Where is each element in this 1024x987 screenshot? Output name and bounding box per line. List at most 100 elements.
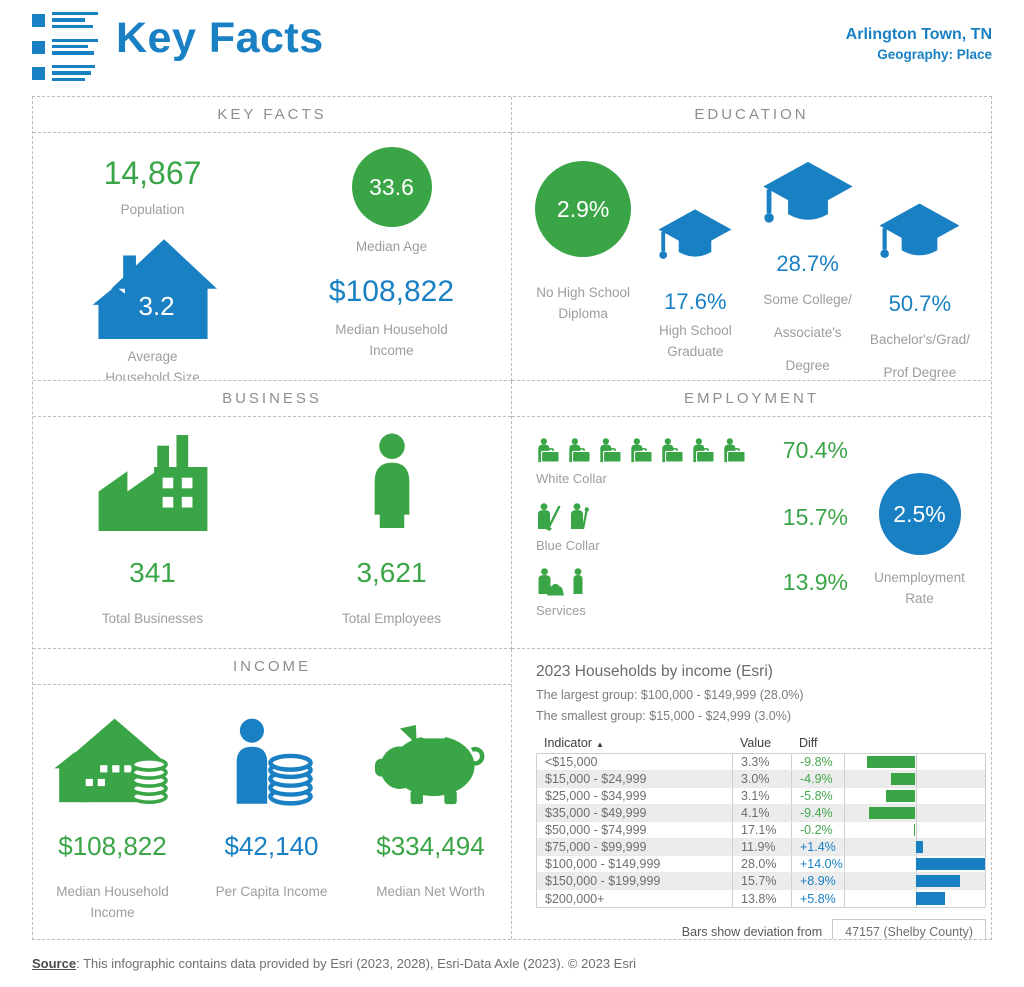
row-diff: +1.4% [791,839,844,855]
smallest-group-note: The smallest group: $15,000 - $24,999 (3… [536,709,792,723]
blue-collar-icon [536,503,562,531]
white-collar-icon [598,438,622,464]
deviation-row: Bars show deviation from 47157 (Shelby C… [536,919,986,939]
table-header: Indicator ▲ Value Diff [536,732,986,753]
panel-title-key-facts: KEY FACTS [33,97,511,133]
education-item-high-school: 17.6% High School Graduate [639,207,751,380]
row-indicator: $35,000 - $49,999 [545,806,647,820]
diff-bar-cell [844,856,985,872]
total-employees-label: Total Employees [341,611,442,626]
panel-education: EDUCATION 2.9% No High School Diploma 17… [512,97,991,381]
panel-employment: EMPLOYMENT 70.4% [512,381,991,649]
row-indicator: $75,000 - $99,999 [545,840,647,854]
panel-income: INCOME $108,822 Median Household Income … [33,649,512,939]
panel-title-business: BUSINESS [33,381,511,417]
blue-collar-value: 15.7% [782,503,848,530]
diff-bar [916,892,945,905]
education-item-no-diploma: 2.9% No High School Diploma [527,161,639,380]
zero-axis [916,788,917,804]
row-value: 3.1% [732,788,791,804]
row-value: 15.7% [732,873,791,889]
row-value: 17.1% [732,822,791,838]
zero-axis [916,754,917,770]
white-collar-worker-icons [536,438,746,464]
households-title: 2023 Households by income (Esri) [536,663,773,680]
some-college-value: 28.7% [776,251,839,276]
high-school-value: 17.6% [664,289,727,314]
source-note: Source: This infographic contains data p… [32,956,636,971]
sort-ascending-icon: ▲ [595,739,604,749]
education-item-some-college: 28.7% Some College/ Associate's Degree [752,159,864,380]
source-label: Source [32,956,77,971]
blue-collar-icon [569,503,589,531]
row-diff: -9.8% [791,754,844,770]
column-header-value[interactable]: Value [740,735,772,750]
diff-bar-cell [844,788,985,804]
row-value: 28.0% [732,856,791,872]
services-worker-icons [536,568,585,596]
deviation-label: Bars show deviation from [681,925,823,939]
diff-bar-cell [844,873,985,889]
diff-bar [914,824,915,836]
row-value: 3.3% [732,754,791,770]
services-value: 13.9% [782,568,848,595]
per-capita-income-label: Per Capita Income [215,884,328,899]
row-diff: -4.9% [791,771,844,787]
location-name: Arlington Town, TN [845,26,992,43]
blue-collar-label: Blue Collar [536,538,600,553]
row-diff: -0.2% [791,822,844,838]
column-header-diff[interactable]: Diff [799,735,818,750]
median-household-income-label: Median Household Income [56,884,169,920]
total-employees-value: 3,621 [356,557,427,588]
bachelors-value: 50.7% [888,291,952,316]
row-indicator: $100,000 - $149,999 [545,857,661,871]
row-diff: -5.8% [791,788,844,804]
unemployment-label: Unemployment Rate [874,570,965,606]
diff-bar [890,773,915,785]
services-icon [571,568,585,596]
zero-axis [916,805,917,821]
row-value: 11.9% [732,839,791,855]
infographic-grid: KEY FACTS 14,867 Population 3.2 Average … [32,96,992,940]
person-coins-icon [224,717,320,807]
table-body: <$15,000 3.3% -9.8% $15,000 - $24,999 3.0% -… [536,753,986,908]
table-row: $50,000 - $74,999 17.1% -0.2% [537,822,985,839]
house-icon: 3.2 [89,235,217,339]
median-age-value: 33.6 [369,173,414,200]
row-indicator: $200,000+ [545,891,605,906]
table-row: <$15,000 3.3% -9.8% [537,754,985,771]
no-diploma-label: No High School Diploma [536,285,631,321]
grad-cap-icon [656,207,734,269]
white-collar-label: White Collar [536,471,607,486]
table-row: $15,000 - $24,999 3.0% -4.9% [537,771,985,788]
largest-group-note: The largest group: $100,000 - $149,999 (… [536,688,804,702]
row-diff: +5.8% [791,890,844,907]
diff-bar [866,756,915,768]
table-row: $25,000 - $34,999 3.1% -5.8% [537,788,985,805]
diff-bar [868,807,915,819]
bachelors-label: Bachelor's/Grad/ Prof Degree [869,332,970,381]
table-row: $200,000+ 13.8% +5.8% [537,890,985,907]
white-collar-icon [567,438,591,464]
panel-business: BUSINESS 341 Total Businesses 3,621 Tota… [33,381,512,649]
white-collar-icon [536,438,560,464]
deviation-geography-selector[interactable]: 47157 (Shelby County) [832,919,986,939]
total-businesses-value: 341 [129,557,176,588]
geography-level: Geography: Place [877,47,992,62]
no-diploma-circle: 2.9% [535,161,632,257]
household-size-label: Average Household Size [105,348,200,381]
column-header-indicator[interactable]: Indicator ▲ [544,735,604,750]
white-collar-icon [722,438,746,464]
piggy-bank-icon [375,723,487,807]
population-value: 14,867 [103,155,202,191]
panel-title-income: INCOME [33,649,511,685]
total-businesses-label: Total Businesses [101,611,204,626]
diff-bar [916,841,923,853]
white-collar-icon [660,438,684,464]
grad-cap-icon [877,201,962,269]
grad-cap-icon [760,159,856,235]
diff-bar-cell [844,839,985,855]
diff-bar [886,790,915,802]
household-size-value: 3.2 [138,290,175,321]
